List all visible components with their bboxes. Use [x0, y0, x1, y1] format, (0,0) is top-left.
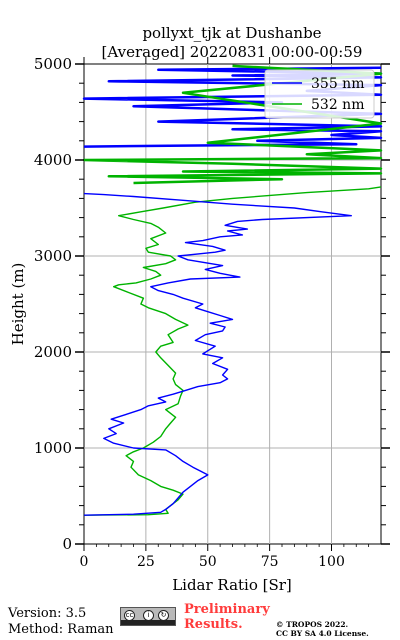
- chart-title: pollyxt_tjk at Dushanbe: [142, 24, 321, 42]
- series-532-line: [83, 186, 382, 516]
- x-tick-label: 100: [318, 554, 345, 570]
- preliminary-line1: Preliminary: [184, 602, 270, 617]
- cc-license-badge: cc i ↻: [120, 607, 176, 626]
- copyright-line2: CC BY SA 4.0 License.: [276, 629, 369, 638]
- y-tick-label: 5000: [34, 55, 72, 73]
- x-tick-label: 0: [80, 554, 89, 570]
- legend-box: [264, 69, 375, 119]
- version-text: Version: 3.5: [8, 606, 87, 621]
- legend-label-532: 532 nm: [311, 97, 364, 113]
- y-tick-label: 3000: [34, 247, 72, 265]
- copyright-line1: © TROPOS 2022.: [276, 620, 349, 629]
- x-axis-label: Lidar Ratio [Sr]: [172, 576, 292, 594]
- legend-label-355: 355 nm: [311, 76, 364, 92]
- series-355-line: [83, 192, 352, 516]
- x-tick-label: 50: [199, 554, 217, 570]
- preliminary-line2: Results.: [184, 617, 243, 632]
- y-axis-label: Height (m): [9, 263, 27, 346]
- chart-subtitle: [Averaged] 20220831 00:00-00:59: [102, 43, 363, 61]
- legend: 355 nm 532 nm: [264, 69, 375, 119]
- x-tick-label: 25: [137, 554, 155, 570]
- version-info: Version: 3.5 Method: Raman: [8, 606, 114, 638]
- y-tick-label: 1000: [34, 439, 72, 457]
- x-tick-label: 75: [261, 554, 279, 570]
- copyright-notice: © TROPOS 2022. CC BY SA 4.0 License.: [276, 620, 369, 638]
- method-text: Method: Raman: [8, 622, 114, 637]
- y-tick-label: 4000: [34, 151, 72, 169]
- y-tick-label: 0: [62, 535, 72, 553]
- y-tick-label: 2000: [34, 343, 72, 361]
- preliminary-notice: Preliminary Results.: [184, 602, 270, 632]
